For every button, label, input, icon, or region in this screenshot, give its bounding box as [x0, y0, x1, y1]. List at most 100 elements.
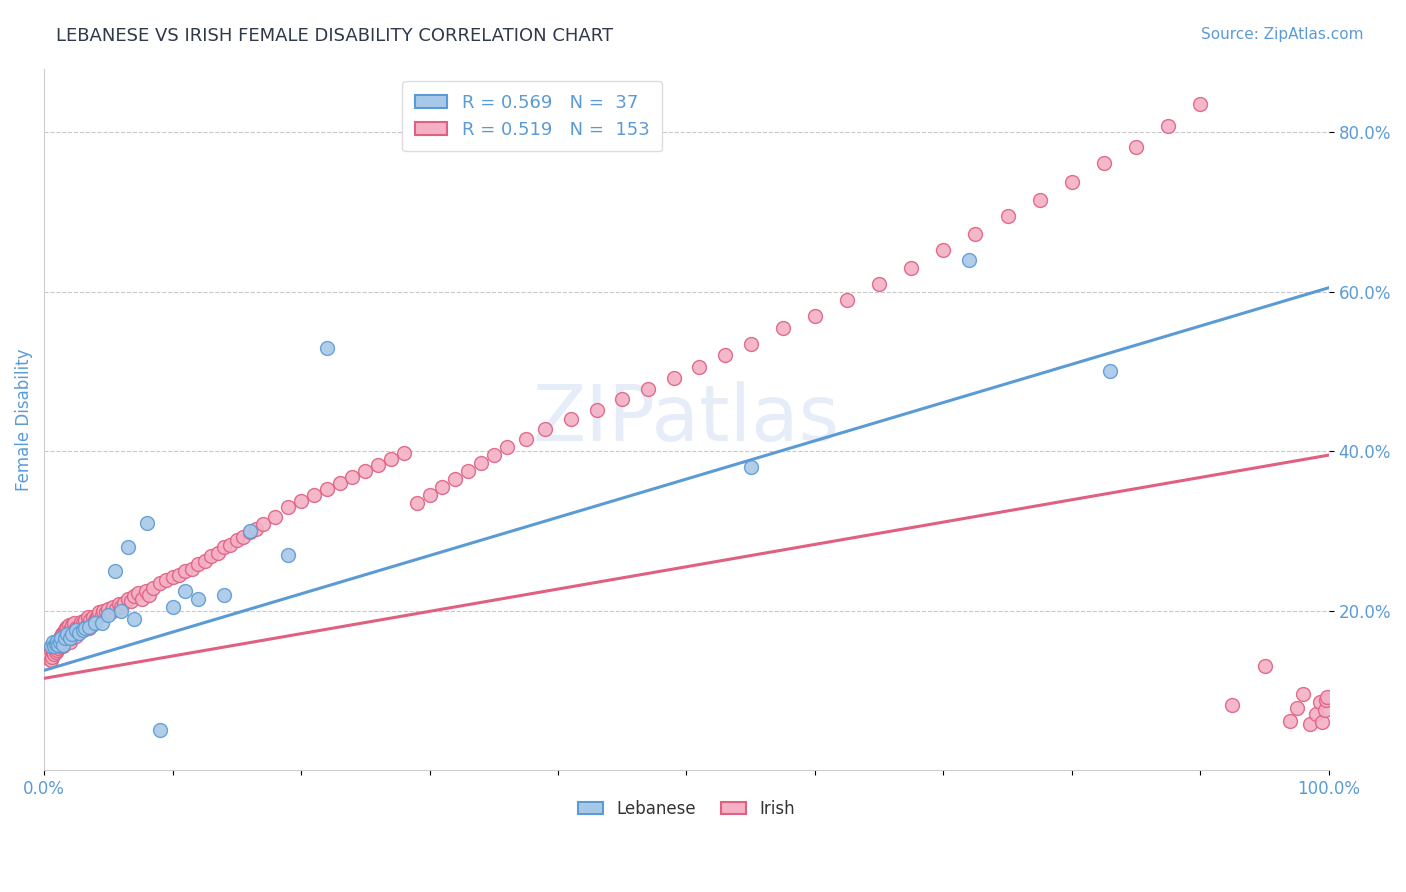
Point: [56, 627, 79, 641]
Point: [162, 570, 184, 584]
Point: [367, 458, 389, 473]
Point: [60, 618, 83, 632]
Point: [200, 549, 222, 564]
Point: [110, 599, 132, 614]
Point: [180, 562, 202, 576]
Point: [560, 412, 582, 426]
Point: [444, 472, 467, 486]
Point: [42, 635, 65, 649]
Point: [121, 594, 143, 608]
Point: [63, 626, 86, 640]
Point: [44, 648, 66, 662]
Point: [51, 627, 73, 641]
Point: [264, 509, 287, 524]
Point: [112, 596, 135, 610]
Point: [122, 589, 145, 603]
Point: [52, 638, 75, 652]
Point: [772, 320, 794, 334]
Point: [62, 615, 84, 630]
Point: [239, 525, 262, 540]
Point: [45, 637, 67, 651]
Point: [612, 392, 634, 407]
Legend: Lebanese, Irish: Lebanese, Irish: [571, 794, 801, 825]
Point: [207, 546, 229, 560]
Point: [957, 252, 980, 267]
Point: [90, 607, 112, 622]
Point: [41, 649, 63, 664]
Point: [84, 615, 107, 630]
Point: [65, 629, 87, 643]
Point: [1099, 364, 1122, 378]
Point: [79, 613, 101, 627]
Point: [495, 440, 517, 454]
Point: [76, 618, 98, 632]
Point: [97, 607, 120, 622]
Point: [380, 452, 402, 467]
Point: [59, 624, 82, 638]
Point: [48, 632, 70, 646]
Point: [135, 516, 157, 530]
Point: [72, 624, 94, 638]
Point: [103, 599, 125, 614]
Point: [149, 575, 172, 590]
Point: [470, 456, 492, 470]
Point: [59, 635, 82, 649]
Point: [38, 648, 60, 662]
Point: [1092, 155, 1115, 169]
Point: [290, 493, 312, 508]
Point: [302, 488, 325, 502]
Point: [89, 605, 111, 619]
Point: [76, 610, 98, 624]
Point: [65, 624, 87, 638]
Point: [187, 558, 209, 572]
Point: [142, 581, 165, 595]
Point: [329, 476, 352, 491]
Point: [135, 583, 157, 598]
Point: [167, 567, 190, 582]
Point: [39, 640, 62, 654]
Point: [59, 632, 82, 646]
Point: [162, 599, 184, 614]
Point: [405, 496, 427, 510]
Point: [69, 618, 91, 632]
Point: [997, 209, 1019, 223]
Point: [72, 615, 94, 630]
Point: [835, 293, 858, 307]
Point: [212, 540, 235, 554]
Point: [932, 244, 955, 258]
Point: [1292, 687, 1315, 701]
Point: [77, 621, 100, 635]
Point: [232, 530, 254, 544]
Point: [53, 624, 76, 638]
Point: [67, 619, 90, 633]
Point: [122, 611, 145, 625]
Point: [868, 277, 890, 291]
Point: [149, 723, 172, 738]
Point: [77, 619, 100, 633]
Point: [714, 349, 737, 363]
Point: [72, 624, 94, 638]
Text: ZIPatlas: ZIPatlas: [533, 381, 839, 458]
Point: [245, 522, 267, 536]
Point: [58, 618, 80, 632]
Point: [354, 464, 377, 478]
Point: [740, 336, 762, 351]
Point: [174, 564, 197, 578]
Point: [60, 621, 83, 635]
Point: [107, 597, 129, 611]
Point: [65, 621, 87, 635]
Point: [46, 640, 69, 655]
Point: [84, 613, 107, 627]
Point: [46, 635, 69, 649]
Point: [100, 605, 122, 619]
Point: [1298, 716, 1320, 731]
Point: [73, 621, 96, 635]
Point: [1028, 193, 1050, 207]
Point: [804, 309, 827, 323]
Point: [39, 653, 62, 667]
Point: [90, 615, 112, 630]
Point: [194, 554, 217, 568]
Point: [1125, 139, 1147, 153]
Point: [1309, 695, 1331, 709]
Point: [1222, 698, 1244, 712]
